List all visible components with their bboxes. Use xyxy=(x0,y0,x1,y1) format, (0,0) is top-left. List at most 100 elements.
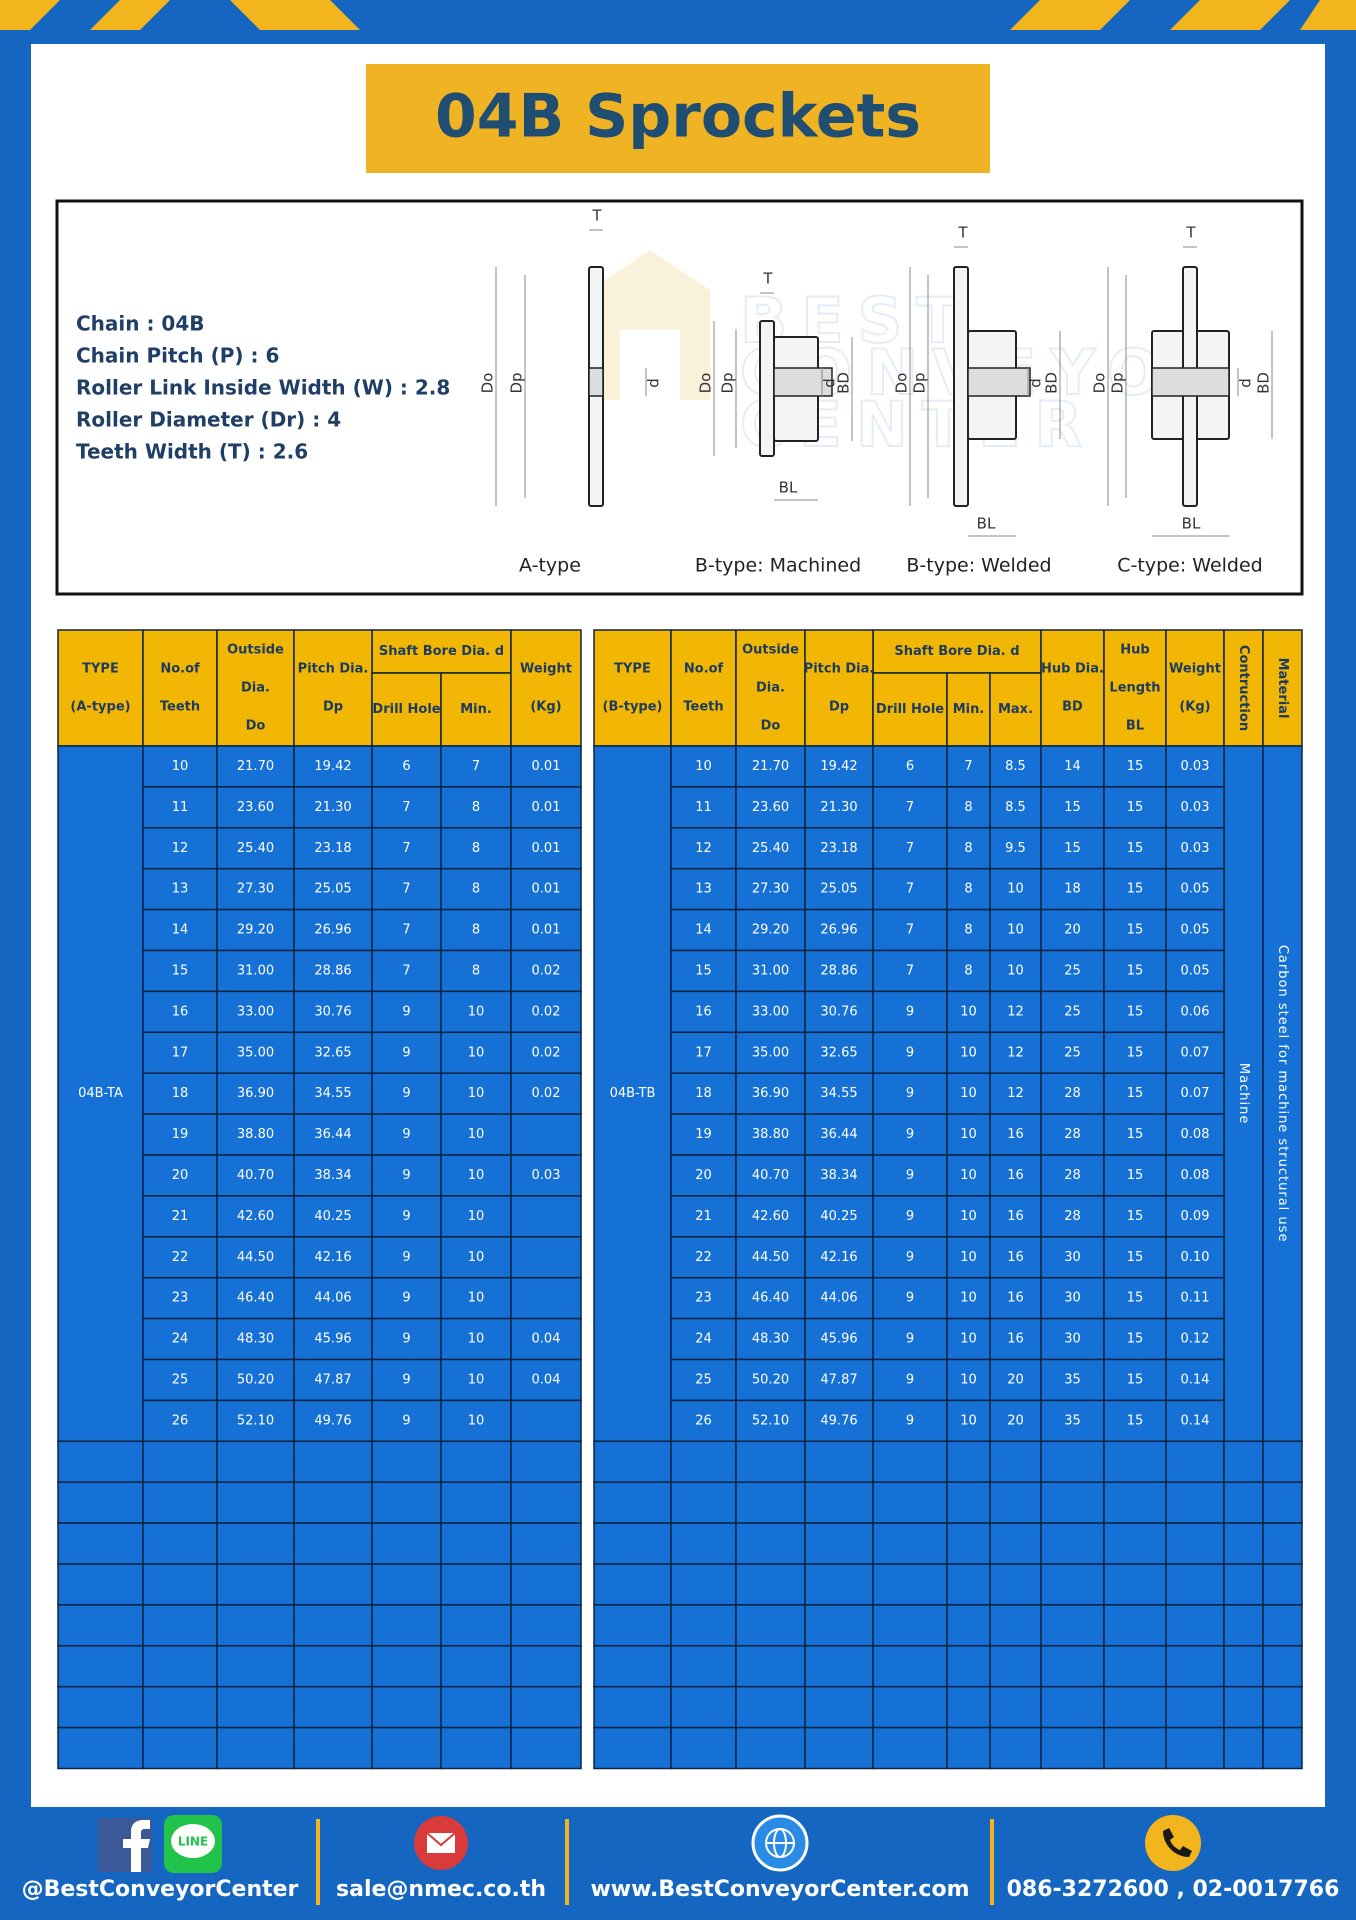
cell-text: 28.86 xyxy=(314,963,351,978)
cell-text: 0.05 xyxy=(1181,923,1210,938)
empty-cell xyxy=(371,1563,442,1606)
header-text: TYPE xyxy=(82,662,119,677)
cell-text: 0.01 xyxy=(532,800,561,815)
phone-icon[interactable] xyxy=(1145,1815,1201,1871)
empty-cell xyxy=(510,1726,582,1770)
body-cell xyxy=(1103,1195,1167,1238)
cell-text: 42.16 xyxy=(820,1250,857,1265)
body-cell xyxy=(216,1031,295,1074)
empty-cell xyxy=(1103,1645,1167,1688)
empty-cell xyxy=(670,1604,737,1647)
body-cell xyxy=(735,745,806,788)
cell-text: 20 xyxy=(172,1168,189,1183)
cell-text: 10 xyxy=(960,1004,977,1019)
footer-text: 086-3272600 , 02-0017766 xyxy=(1007,1877,1340,1902)
cell-text: 19.42 xyxy=(314,759,351,774)
empty-cell xyxy=(804,1645,874,1688)
cell-text: 15 xyxy=(1127,1168,1144,1183)
empty-cell xyxy=(510,1440,582,1483)
body-cell xyxy=(804,1358,874,1402)
body-cell xyxy=(804,1276,874,1320)
body-cell xyxy=(1165,827,1225,870)
cell-text: 38.80 xyxy=(237,1127,274,1142)
body-cell xyxy=(142,990,218,1034)
empty-cell xyxy=(1040,1604,1105,1647)
cell-text: 14 xyxy=(1064,759,1081,774)
empty-cell xyxy=(804,1726,874,1770)
empty-cell xyxy=(1165,1440,1225,1483)
cell-text: 26 xyxy=(695,1413,712,1428)
body-cell xyxy=(216,1195,295,1238)
cell-text: 10 xyxy=(468,1291,485,1306)
body-cell xyxy=(1165,990,1225,1034)
empty-cell xyxy=(1262,1604,1303,1647)
body-cell xyxy=(872,990,948,1034)
body-cell xyxy=(510,745,582,788)
cell-text: 8 xyxy=(472,963,480,978)
cell-text: 52.10 xyxy=(237,1413,274,1428)
body-cell xyxy=(1103,1399,1167,1443)
cell-text: 10 xyxy=(468,1168,485,1183)
empty-cell xyxy=(872,1481,948,1524)
corner-stripes xyxy=(0,0,1356,30)
empty-cell xyxy=(1040,1563,1105,1606)
facebook-glyph xyxy=(123,1820,150,1872)
cell-text: 10 xyxy=(468,1413,485,1428)
empty-cell xyxy=(440,1563,512,1606)
cell-text: 12 xyxy=(1007,1004,1024,1019)
empty-cell xyxy=(216,1685,295,1729)
body-cell xyxy=(872,1236,948,1279)
body-cell xyxy=(216,1317,295,1361)
body-cell xyxy=(989,745,1042,788)
cell-text: 0.03 xyxy=(532,1168,561,1183)
spec-line: Chain : 04B xyxy=(76,312,205,336)
cell-text: 15 xyxy=(1127,800,1144,815)
empty-cell xyxy=(293,1563,373,1606)
body-cell xyxy=(872,1317,948,1361)
cell-text: 23.18 xyxy=(314,841,351,856)
body-cell xyxy=(1040,1358,1105,1402)
cell-text: 15 xyxy=(172,963,189,978)
diagram-box xyxy=(55,199,1304,596)
empty-cell xyxy=(142,1481,218,1524)
dimension-label: Dp xyxy=(911,372,929,393)
cell-text: 9 xyxy=(906,1086,914,1101)
title-box xyxy=(366,64,990,173)
body-cell xyxy=(1040,745,1105,788)
specs: Chain : 04B Chain Pitch (P) : 6 Roller Lin… xyxy=(76,312,450,464)
empty-cell xyxy=(1262,1522,1303,1565)
header-cell xyxy=(293,629,373,747)
empty-cell xyxy=(804,1563,874,1606)
cell-text: 16 xyxy=(1007,1168,1024,1183)
empty-cell xyxy=(946,1685,991,1729)
cell-text: 32.65 xyxy=(820,1045,857,1060)
cell-text: 33.00 xyxy=(237,1004,274,1019)
dimension-label: d xyxy=(1237,378,1255,388)
cell-text: 9 xyxy=(906,1413,914,1428)
cell-text: 21.30 xyxy=(820,800,857,815)
bore xyxy=(588,367,604,397)
cell-text: 9 xyxy=(906,1250,914,1265)
header-text: BL xyxy=(1126,719,1144,734)
cell-text: 35.00 xyxy=(237,1045,274,1060)
cell-text: 10 xyxy=(468,1209,485,1224)
body-cell xyxy=(1103,1358,1167,1402)
empty-cell xyxy=(216,1726,295,1770)
empty-cell xyxy=(593,1645,672,1688)
empty-cell xyxy=(142,1563,218,1606)
cell-text: 0.03 xyxy=(1181,841,1210,856)
body-cell xyxy=(371,1154,442,1197)
body-cell xyxy=(510,1031,582,1074)
body-cell xyxy=(989,1236,1042,1279)
sprocket-part xyxy=(953,266,969,507)
empty-cell xyxy=(872,1604,948,1647)
cell-text: 14 xyxy=(695,923,712,938)
cell-text: 8 xyxy=(964,923,972,938)
header-cell xyxy=(1103,629,1167,747)
cell-text: 25.05 xyxy=(820,882,857,897)
cell-text: 9 xyxy=(402,1332,410,1347)
cell-text: 0.08 xyxy=(1181,1168,1210,1183)
empty-cell xyxy=(1223,1645,1264,1688)
body-cell xyxy=(989,1195,1042,1238)
empty-cell xyxy=(510,1604,582,1647)
